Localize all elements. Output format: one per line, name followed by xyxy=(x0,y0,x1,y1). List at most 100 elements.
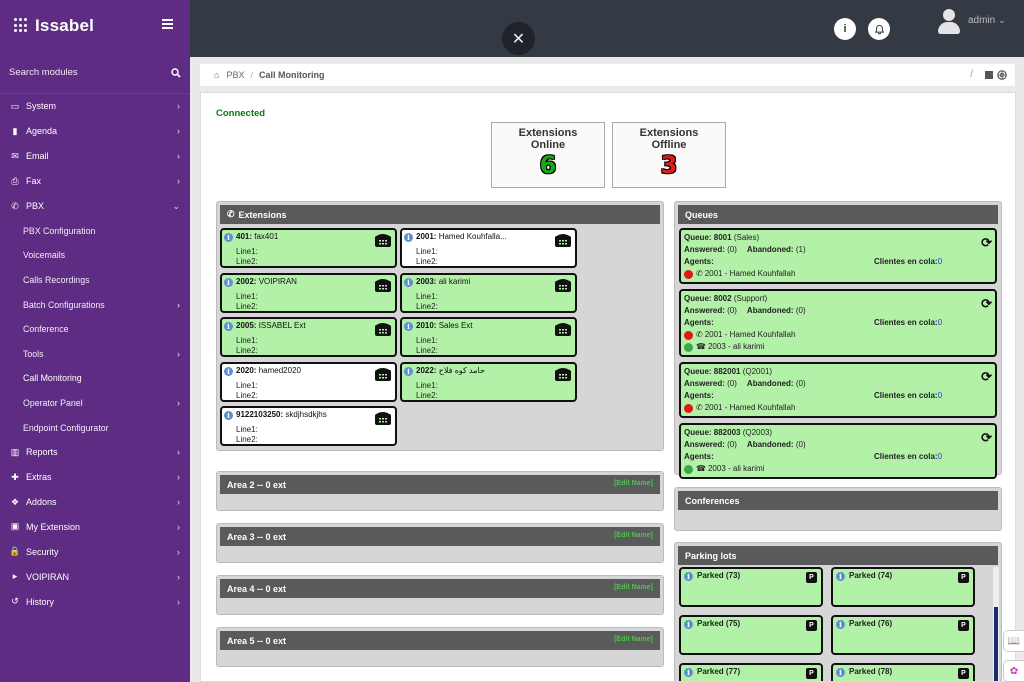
menu-toggle-icon[interactable] xyxy=(154,12,180,36)
queue-card[interactable]: Queue: 882001 (Q2001) ⟳ Answered: (0) Aband… xyxy=(679,362,997,418)
sidebar-item-fax[interactable]: ⎙ Fax › xyxy=(0,169,190,194)
brain-icon[interactable]: ✿ xyxy=(1003,660,1024,682)
parking-lot-card[interactable]: i Parked (74) P xyxy=(831,567,975,607)
info-icon[interactable]: i xyxy=(404,322,413,331)
book-open-icon[interactable]: 📖 xyxy=(1003,630,1024,652)
agent-label: 2001 - Hamed Kouhfallah xyxy=(704,330,796,339)
refresh-icon[interactable]: ⟳ xyxy=(981,235,992,250)
scrollbar-thumb[interactable] xyxy=(994,607,998,681)
chevron-right-icon: › xyxy=(177,299,180,310)
extension-line2: Line2: xyxy=(416,346,438,355)
info-icon[interactable]: i xyxy=(836,668,845,677)
parking-lot-card[interactable]: i Parked (75) P xyxy=(679,615,823,655)
help-circle-icon[interactable] xyxy=(997,69,1007,80)
extension-name: Hamed Kouhfalla... xyxy=(438,232,507,241)
sidebar-item-voipiran[interactable]: ▸ VOIPIRAN › xyxy=(0,564,190,589)
extension-card[interactable]: i 2003: ali karimi Line1: Line2: xyxy=(400,272,577,313)
info-icon[interactable]: i xyxy=(404,366,413,376)
parking-scrollbar[interactable] xyxy=(993,567,999,681)
sidebar-item-reports[interactable]: ▥ Reports › xyxy=(0,440,190,465)
sidebar-subitem-endpoint-configurator[interactable]: Endpoint Configurator xyxy=(0,415,190,440)
info-icon[interactable]: i xyxy=(836,572,845,581)
sidebar-subitem-tools[interactable]: Tools › xyxy=(0,341,190,366)
info-icon[interactable]: i xyxy=(834,18,856,40)
sidebar-subitem-calls-recordings[interactable]: Calls Recordings xyxy=(0,268,190,293)
edit-name-link[interactable]: [Edit Name] xyxy=(614,584,653,591)
info-icon[interactable]: i xyxy=(224,411,233,420)
parking-lot-card[interactable]: i Parked (78) P xyxy=(831,663,975,681)
extension-card[interactable]: i 2005: ISSABEL Ext Line1: Line2: xyxy=(220,317,397,357)
bookmark-icon[interactable] xyxy=(985,70,993,79)
info-icon[interactable]: i xyxy=(224,233,233,242)
extension-card[interactable]: i 2001: Hamed Kouhfalla... Line1: Line2: xyxy=(400,228,577,268)
extension-card[interactable]: i 401: fax401 Line1: Line2: xyxy=(220,228,397,268)
queue-agents-row: Agents: Clientes en cola:0 xyxy=(684,317,992,329)
sidebar-item-history[interactable]: ↺ History › xyxy=(0,589,190,614)
parking-lot-card[interactable]: i Parked (73) P xyxy=(679,567,823,607)
sidebar-subitem-operator-panel[interactable]: Operator Panel › xyxy=(0,391,190,416)
search-modules-label: Search modules xyxy=(9,67,78,78)
sidebar-item-pbx[interactable]: ✆ PBX ⌄ xyxy=(0,194,190,219)
call-monitoring-content: Connected Extensions Online 6 Extensions… xyxy=(200,92,1016,682)
close-icon[interactable]: ✕ xyxy=(502,22,535,55)
queue-card[interactable]: Queue: 8001 (Sales) ⟳ Answered: (0) Abandon… xyxy=(679,228,997,284)
home-icon[interactable]: ⌂ xyxy=(214,70,220,80)
edit-name-link[interactable]: [Edit Name] xyxy=(614,636,653,643)
sidebar-item-extras[interactable]: ✚ Extras › xyxy=(0,465,190,490)
search-icon[interactable] xyxy=(171,67,181,78)
edit-name-link[interactable]: [Edit Name] xyxy=(614,480,653,487)
info-icon[interactable]: i xyxy=(684,572,693,581)
abandoned-label: Abandoned: xyxy=(746,440,794,449)
extension-card[interactable]: i 2010: Sales Ext Line1: Line2: xyxy=(400,317,577,357)
info-icon[interactable]: i xyxy=(684,668,693,677)
extension-card[interactable]: i 2022: حامد کوه فلاح Line1: Line2: xyxy=(400,361,577,402)
info-icon[interactable]: i xyxy=(684,620,693,629)
info-icon[interactable]: i xyxy=(836,620,845,629)
breadcrumb-section[interactable]: PBX xyxy=(226,70,245,80)
area-title: Area 3 -- 0 ext xyxy=(227,531,287,542)
agents-label: Agents: xyxy=(684,452,714,461)
envelope-icon: ✉ xyxy=(11,150,19,161)
info-icon[interactable]: i xyxy=(224,366,233,376)
info-icon[interactable]: i xyxy=(224,277,233,287)
extension-card[interactable]: i 2020: hamed2020 Line1: Line2: xyxy=(220,361,397,402)
sidebar-subitem-call-monitoring[interactable]: Call Monitoring xyxy=(0,366,190,391)
sidebar-item-addons[interactable]: ❖ Addons › xyxy=(0,490,190,515)
extension-name: ISSABEL Ext xyxy=(258,321,306,330)
queue-name: (Q2001) xyxy=(742,367,773,376)
topbar: ✕ i admin ⌄ xyxy=(190,0,1024,57)
user-menu[interactable]: admin ⌄ xyxy=(938,9,1006,35)
queue-card[interactable]: Queue: 8002 (Support) ⟳ Answered: (0) Aband… xyxy=(679,289,997,357)
refresh-icon[interactable]: ⟳ xyxy=(981,369,992,384)
sidebar-item-my-extension[interactable]: ▣ My Extension › xyxy=(0,514,190,539)
sidebar-item-system[interactable]: ▭ System › xyxy=(0,94,190,119)
parking-lot-card[interactable]: i Parked (76) P xyxy=(831,615,975,655)
queue-card[interactable]: Queue: 882003 (Q2003) ⟳ Answered: (0) Aband… xyxy=(679,423,997,479)
info-icon[interactable]: i xyxy=(224,322,233,331)
queue-stats-row: Answered: (0) Abandoned: (0) xyxy=(684,439,992,451)
breadcrumb: ⌂ PBX / Call Monitoring / xyxy=(200,64,1015,86)
sidebar-subitem-conference[interactable]: Conference xyxy=(0,317,190,342)
separator-slash: / xyxy=(970,69,973,80)
sidebar-item-email[interactable]: ✉ Email › xyxy=(0,144,190,169)
bell-icon[interactable] xyxy=(868,18,890,40)
queue-name: (Support) xyxy=(733,294,768,303)
sidebar-item-agenda[interactable]: ▮ Agenda › xyxy=(0,119,190,144)
agent-row: ✆ 2001 - Hamed Kouhfallah xyxy=(684,329,992,341)
edit-name-link[interactable]: [Edit Name] xyxy=(614,532,653,539)
parking-lot-card[interactable]: i Parked (77) P xyxy=(679,663,823,681)
sidebar-item-security[interactable]: 🔒 Security › xyxy=(0,539,190,564)
sidebar-subitem-label: Conference xyxy=(23,324,69,335)
telephone-icon: ☎ xyxy=(696,464,706,473)
sidebar-subitem-batch-configurations[interactable]: Batch Configurations › xyxy=(0,292,190,317)
extension-card[interactable]: i 2002: VOIPIRAN Line1: Line2: xyxy=(220,272,397,313)
sidebar-subitem-voicemails[interactable]: Voicemails xyxy=(0,243,190,268)
info-icon[interactable]: i xyxy=(404,233,413,242)
search-modules[interactable]: Search modules xyxy=(0,52,190,94)
refresh-icon[interactable]: ⟳ xyxy=(981,296,992,311)
refresh-icon[interactable]: ⟳ xyxy=(981,430,992,445)
extension-card[interactable]: i 9122103250: skdjhsdkjhs Line1: Line2: xyxy=(220,406,397,446)
telephone-icon xyxy=(554,277,572,293)
sidebar-subitem-pbx-configuration[interactable]: PBX Configuration xyxy=(0,218,190,243)
info-icon[interactable]: i xyxy=(404,277,413,287)
